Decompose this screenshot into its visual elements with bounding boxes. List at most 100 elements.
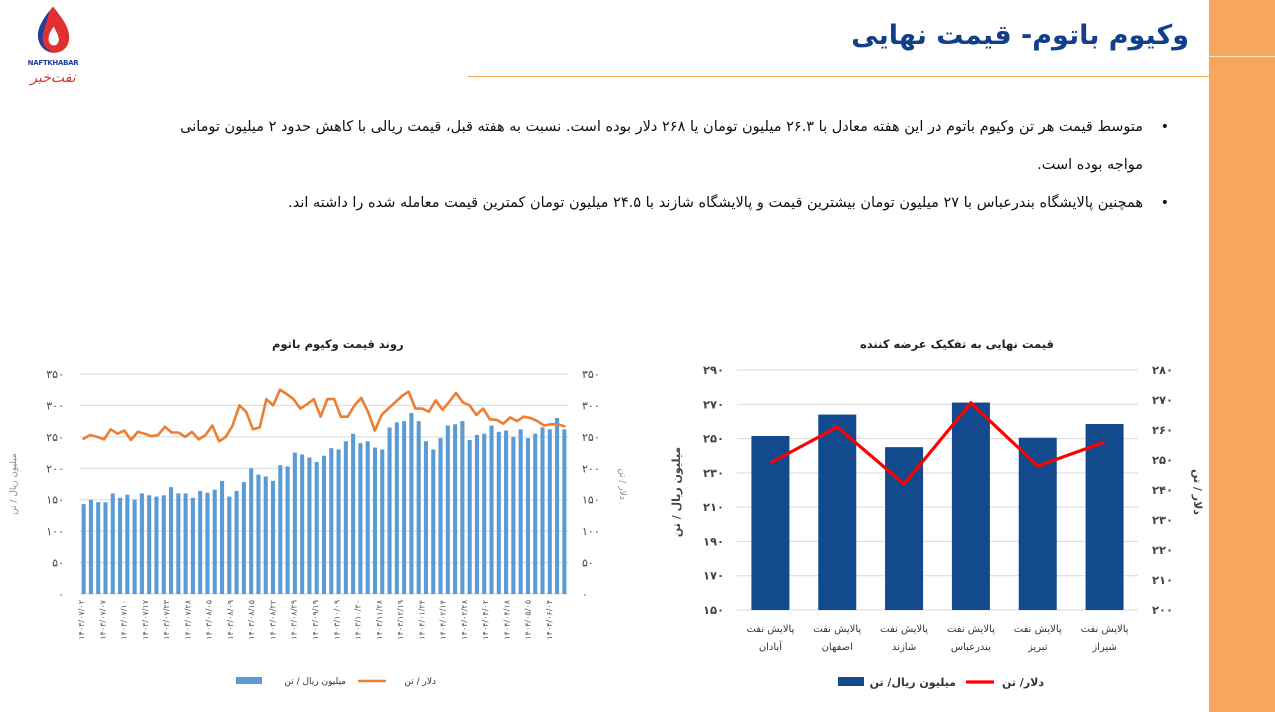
- y-tick-label: ۱۰۰: [46, 525, 64, 538]
- bar: [416, 421, 421, 594]
- logo-text-fa: نفت‌خبر: [30, 70, 76, 86]
- bar: [504, 430, 509, 594]
- x-tick-label: ۱۴۰۳/۰۷/۰۷: [98, 599, 107, 639]
- legend-label-bar: میلیون ریال / تن: [284, 677, 346, 687]
- x-tick-label: ۱۴۰۴/۰۶/۰۴: [545, 600, 554, 640]
- x-tick-label: ۱۴۰۳/۰۸/۲۲: [268, 600, 277, 640]
- bar: [525, 438, 530, 594]
- y-tick-label: ۱۹۰: [703, 534, 724, 548]
- x-category-label: پالایش نفت: [880, 624, 928, 635]
- y-tick-label: ۲۰۰: [46, 462, 64, 475]
- y-tick-label: ۲۱۰: [703, 500, 724, 514]
- title-divider: [468, 76, 1209, 77]
- legend-label-line: دلار / تن: [404, 677, 436, 687]
- bar: [467, 440, 472, 594]
- x-category-label: پالایش نفت: [1014, 624, 1062, 635]
- bar: [380, 449, 385, 594]
- x-tick-label: ۱۴۰۴/۰۲/۱۴: [439, 600, 448, 640]
- bar: [176, 493, 181, 594]
- bar: [562, 429, 567, 594]
- y-axis-label: میلیون ریال / تن: [670, 447, 683, 537]
- bullet-dot-icon: •: [1160, 195, 1169, 211]
- y2-tick-label: ۲۶۰: [1152, 423, 1173, 437]
- x-tick-label: ۱۴۰۴/۰۴/۰۲: [481, 600, 490, 640]
- x-category-label: پالایش نفت: [746, 624, 794, 635]
- y2-tick-label: ۱۰۰: [582, 525, 600, 538]
- bar: [489, 425, 494, 594]
- bar: [402, 421, 407, 594]
- bar: [365, 441, 370, 594]
- x-category-label: پالایش نفت: [1081, 624, 1129, 635]
- bar: [496, 431, 501, 594]
- x-category-label: شیراز: [1091, 642, 1117, 653]
- bar: [205, 492, 210, 594]
- x-category-label: بندرعباس: [951, 642, 991, 653]
- bar: [103, 502, 108, 594]
- bar: [139, 493, 144, 594]
- y2-tick-label: ۲۸۰: [1152, 363, 1173, 377]
- bar: [1085, 424, 1124, 610]
- x-tick-label: ۱۴۰۴/۰۴/۱۸: [502, 599, 511, 639]
- x-tick-label: ۱۴۰۳/۰۷/۲۳: [162, 599, 171, 639]
- y-tick-label: ۲۵۰: [703, 432, 724, 446]
- price-line-usd: [82, 388, 566, 443]
- bar: [474, 434, 479, 594]
- price-line-usd: [769, 400, 1106, 487]
- bar: [511, 436, 516, 594]
- trend-chart: ۰ ۰ ۵۰ ۵۰ ۱۰۰ ۱۰۰ ۱۵۰ ۱۵۰ ۲۰۰ ۲۰۰ ۲۵۰ ۲۵۰ ۳۰۰ ۳۰۰ ۳۵۰ ۳…: [9, 368, 627, 687]
- x-tick-label: ۱۴۰۳/۰۹/۱۹: [311, 600, 320, 640]
- logo-text-en: NAFTKHABAR: [27, 59, 79, 67]
- y2-tick-label: ۲۱۰: [1152, 573, 1173, 587]
- x-tick-label: ۱۴۰۳/۰۷/۰۲: [77, 600, 86, 640]
- bar: [329, 448, 334, 594]
- bar: [336, 449, 341, 594]
- x-category-label: پالایش نفت: [947, 624, 995, 635]
- bullet-item: • همچنین پالایشگاه بندرعباس با ۲۷ میلیون …: [141, 184, 1171, 222]
- bar: [547, 429, 552, 594]
- bullet-dot-icon: •: [1160, 119, 1169, 135]
- bullet-text: همچنین پالایشگاه بندرعباس با ۲۷ میلیون ت…: [288, 195, 1143, 211]
- flame-logo-icon: [37, 6, 70, 53]
- summary-bullets: • متوسط قیمت هر تن وکیوم باتوم در این هفت…: [141, 108, 1171, 222]
- bar: [88, 499, 93, 594]
- bar: [154, 496, 159, 594]
- x-tick-label: ۱۴۰۴/۰۱/۲۴: [417, 600, 426, 640]
- x-tick-label: ۱۴۰۳/۰۷/۲۸: [183, 599, 192, 639]
- bar: [96, 502, 101, 594]
- y-tick-label: ۳۰۰: [46, 399, 64, 412]
- bar: [132, 499, 137, 594]
- bar: [387, 427, 392, 594]
- bar: [241, 482, 246, 594]
- x-tick-label: ۱۴۰۳/۰۷/۱۰: [120, 600, 129, 640]
- sidebar-divider: [1209, 56, 1275, 57]
- x-tick-label: ۱۴۰۳/۰۸/۰۵: [205, 600, 214, 640]
- x-tick-label: ۱۴۰۳/۰۸/۱۵: [247, 600, 256, 640]
- y-axis-label: میلیون ریال / تن: [9, 453, 19, 515]
- bar: [270, 480, 276, 594]
- bar: [358, 443, 363, 594]
- bar: [1018, 437, 1057, 610]
- y2-tick-label: ۲۰۰: [582, 462, 600, 475]
- bar: [234, 490, 239, 594]
- y2-tick-label: ۰: [582, 588, 588, 601]
- bar: [314, 462, 319, 594]
- bar: [431, 449, 436, 594]
- y2-tick-label: ۱۵۰: [582, 494, 600, 507]
- bar: [285, 466, 290, 594]
- bar: [161, 495, 166, 594]
- bar: [409, 412, 414, 594]
- x-category-label: اصفهان: [822, 642, 853, 653]
- y-tick-label: ۲۳۰: [703, 466, 724, 480]
- y2-tick-label: ۲۵۰: [582, 431, 600, 444]
- x-category-label: پالایش نفت: [813, 624, 861, 635]
- y-tick-label: ۱۷۰: [703, 569, 724, 583]
- supplier-chart: ۱۵۰ ۱۷۰ ۱۹۰ ۲۱۰ ۲۳۰ ۲۵۰ ۲۷۰ ۲۹۰ ۲۰۰ ۲۱۰ ۲۲۰ ۲۳۰ ۲۴۰ ۲…: [670, 363, 1204, 689]
- x-tick-label: ۱۴۰۳/۰۸/۲۹: [290, 600, 299, 640]
- y2-tick-label: ۳۵۰: [582, 368, 600, 381]
- bar: [212, 489, 217, 594]
- bar: [81, 504, 86, 594]
- bar: [445, 425, 450, 594]
- x-category-label: آبادان: [759, 640, 783, 653]
- bar: [818, 414, 857, 610]
- y-tick-label: ۱۵۰: [703, 603, 724, 617]
